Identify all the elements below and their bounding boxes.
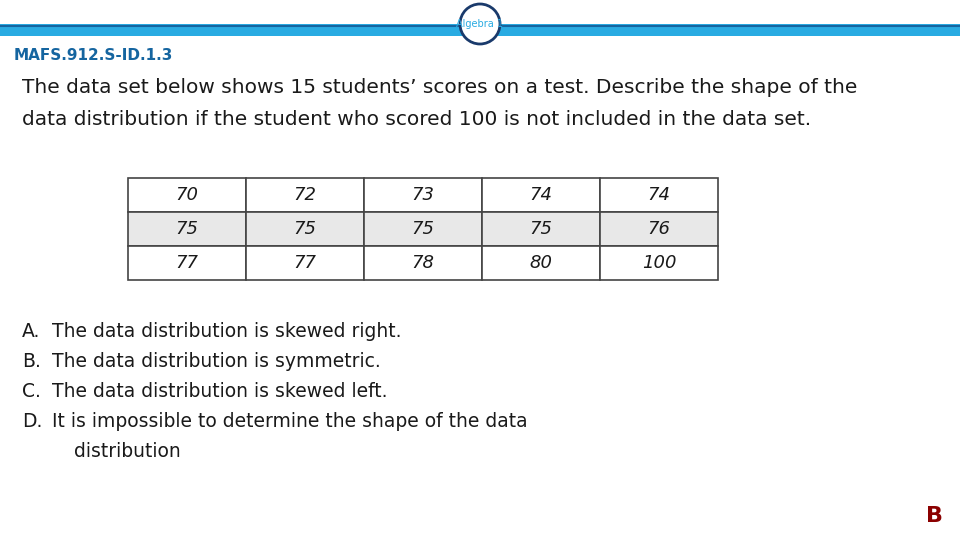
- Text: 76: 76: [647, 220, 670, 238]
- Bar: [246, 212, 364, 246]
- Bar: [0, 24, 960, 36]
- Bar: [600, 246, 718, 280]
- Text: 75: 75: [530, 220, 553, 238]
- Bar: [364, 178, 482, 212]
- Text: 75: 75: [176, 220, 199, 238]
- Text: It is impossible to determine the shape of the data: It is impossible to determine the shape …: [52, 412, 528, 431]
- Text: B.: B.: [22, 352, 41, 371]
- Text: MAFS.912.S-ID.1.3: MAFS.912.S-ID.1.3: [14, 48, 174, 63]
- Bar: [246, 178, 364, 212]
- Bar: [600, 212, 718, 246]
- Bar: [600, 178, 718, 212]
- Text: data distribution if the student who scored 100 is not included in the data set.: data distribution if the student who sco…: [22, 110, 811, 129]
- Bar: [128, 246, 246, 280]
- Text: 75: 75: [294, 220, 317, 238]
- Bar: [364, 212, 482, 246]
- Text: 100: 100: [641, 254, 676, 272]
- Text: C.: C.: [22, 382, 41, 401]
- Text: 72: 72: [294, 186, 317, 204]
- Bar: [246, 246, 364, 280]
- Bar: [128, 212, 246, 246]
- Text: Algebra 1: Algebra 1: [457, 19, 503, 29]
- Text: 75: 75: [412, 220, 435, 238]
- Bar: [482, 212, 600, 246]
- Text: 74: 74: [530, 186, 553, 204]
- Text: B: B: [926, 506, 943, 526]
- Text: The data distribution is skewed left.: The data distribution is skewed left.: [52, 382, 388, 401]
- Text: D.: D.: [22, 412, 42, 431]
- Text: 78: 78: [412, 254, 435, 272]
- Text: The data distribution is skewed right.: The data distribution is skewed right.: [52, 322, 401, 341]
- Bar: [128, 178, 246, 212]
- Text: A.: A.: [22, 322, 40, 341]
- Text: The data distribution is symmetric.: The data distribution is symmetric.: [52, 352, 381, 371]
- Text: distribution: distribution: [74, 442, 180, 461]
- Text: 73: 73: [412, 186, 435, 204]
- Bar: [482, 178, 600, 212]
- Text: 70: 70: [176, 186, 199, 204]
- Text: 80: 80: [530, 254, 553, 272]
- Text: 77: 77: [294, 254, 317, 272]
- Bar: [364, 246, 482, 280]
- Circle shape: [460, 4, 500, 44]
- Text: The data set below shows 15 students’ scores on a test. Describe the shape of th: The data set below shows 15 students’ sc…: [22, 78, 857, 97]
- Bar: [482, 246, 600, 280]
- Text: 77: 77: [176, 254, 199, 272]
- Text: 74: 74: [647, 186, 670, 204]
